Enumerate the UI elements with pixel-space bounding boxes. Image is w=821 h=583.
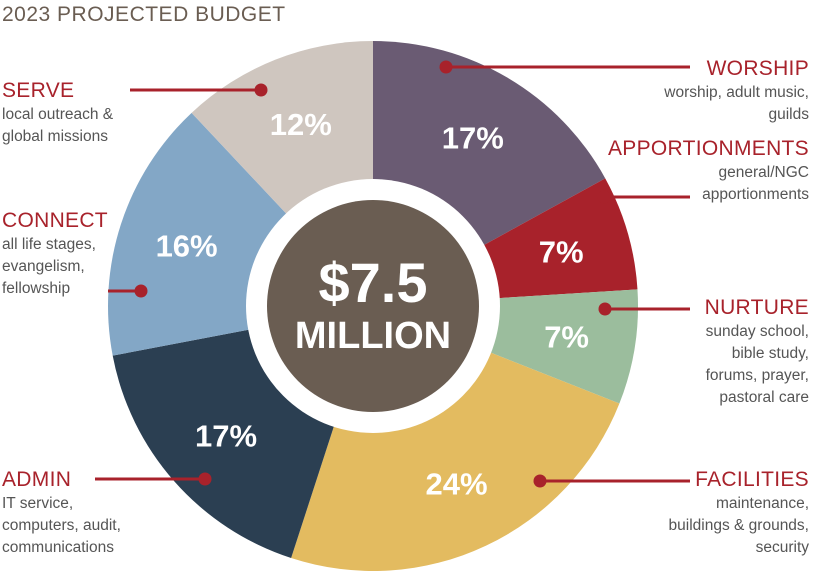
label-desc: sunday school, bible study, forums, pray… [705,323,809,406]
leader-dot-admin [198,472,212,486]
leader-dot-serve [254,83,268,97]
pct-label-serve: 12% [270,107,332,142]
pct-label-apportionments: 7% [539,234,584,269]
chart-title: 2023 PROJECTED BUDGET [2,3,286,26]
center-disc [267,200,479,412]
label-admin: ADMIN IT service, computers, audit, comm… [2,467,121,559]
leader-dot-apportionments [597,190,611,204]
leader-dot-worship [439,60,453,74]
leader-dot-nurture [598,302,612,316]
label-worship: WORSHIP worship, adult music, guilds [664,56,809,126]
label-head: FACILITIES [695,468,809,491]
leader-dot-connect [134,284,148,298]
pct-label-worship: 17% [442,120,504,155]
label-facilities: FACILITIES maintenance, buildings & grou… [669,467,809,559]
pct-label-facilities: 24% [425,466,487,501]
label-head: WORSHIP [706,57,809,80]
center-amount: $7.5 [319,251,428,314]
label-head: APPORTIONMENTS [607,137,809,160]
label-nurture: NURTURE sunday school, bible study, foru… [705,295,809,409]
pct-label-nurture: 7% [544,320,589,355]
center-unit: MILLION [295,315,451,357]
label-head: SERVE [2,79,75,102]
label-desc: local outreach & global missions [2,106,114,145]
label-connect: CONNECT all life stages, evangelism, fel… [2,208,108,300]
label-apportionments: APPORTIONMENTS general/NGC apportionment… [608,136,809,206]
label-head: CONNECT [2,209,108,232]
label-desc: IT service, computers, audit, communicat… [2,495,121,556]
label-desc: maintenance, buildings & grounds, securi… [668,495,809,556]
label-desc: worship, adult music, guilds [664,84,809,123]
label-desc: general/NGC apportionments [702,164,809,203]
label-head: NURTURE [704,296,809,319]
label-serve: SERVE local outreach & global missions [2,78,113,148]
pct-label-admin: 17% [195,419,257,454]
leader-dot-facilities [533,474,547,488]
label-head: ADMIN [2,468,72,491]
label-desc: all life stages, evangelism, fellowship [2,236,96,297]
pct-label-connect: 16% [156,228,218,263]
